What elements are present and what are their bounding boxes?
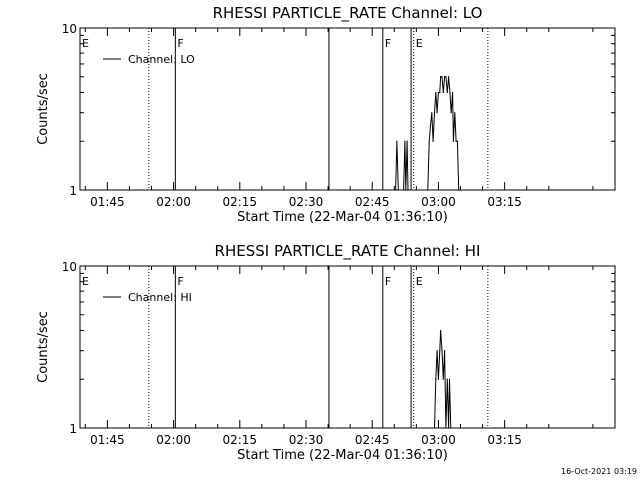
x-tick-label: 03:00 — [421, 433, 456, 447]
x-tick-label: 02:30 — [289, 195, 324, 209]
event-marker-label: E — [416, 37, 423, 50]
event-marker-label: E — [82, 275, 89, 288]
legend-label: Channel: LO — [128, 53, 195, 66]
data-point — [407, 189, 409, 191]
y-axis-label: Counts/sec — [36, 73, 51, 145]
data-point — [456, 140, 459, 142]
x-tick-label: 02:00 — [156, 433, 191, 447]
data-point — [450, 112, 452, 114]
event-marker-label: F — [177, 37, 183, 50]
chart-title: RHESSI PARTICLE_RATE Channel: HI — [215, 242, 481, 261]
chart-title: RHESSI PARTICLE_RATE Channel: LO — [213, 4, 483, 23]
y-tick-label: 10 — [62, 22, 77, 36]
data-point — [450, 427, 452, 429]
data-point — [440, 76, 442, 78]
data-point — [404, 140, 406, 142]
data-point — [437, 91, 440, 94]
x-axis-label: Start Time (22-Mar-04 01:36:10) — [237, 210, 448, 225]
data-point — [441, 350, 443, 352]
x-tick-label: 02:15 — [222, 433, 257, 447]
data-point — [432, 140, 434, 142]
data-point — [402, 189, 405, 191]
data-point — [439, 350, 441, 352]
legend-label: Channel: HI — [128, 291, 192, 304]
hi-channel-panel: RHESSI PARTICLE_RATE Channel: HI 01:45 02:… — [36, 242, 616, 463]
data-point — [448, 378, 451, 380]
y-tick-label: 1 — [69, 184, 77, 198]
data-point — [444, 76, 446, 78]
data-point — [451, 91, 454, 94]
data-point — [431, 112, 433, 114]
data-point — [435, 378, 437, 380]
data-point — [437, 378, 440, 380]
x-tick-label: 02:00 — [156, 195, 191, 209]
y-tick-label: 1 — [69, 422, 77, 436]
data-point — [429, 124, 432, 127]
data-point — [447, 76, 450, 78]
event-marker-label: F — [177, 275, 183, 288]
x-tick-label: 01:45 — [90, 195, 125, 209]
data-point — [452, 140, 455, 142]
data-point — [396, 140, 398, 142]
x-tick-label: 03:15 — [487, 433, 522, 447]
x-tick-label: 02:15 — [222, 195, 257, 209]
data-point — [445, 427, 447, 429]
data-point — [397, 189, 399, 191]
x-tick-label: 02:45 — [355, 433, 390, 447]
event-marker-label: E — [82, 37, 89, 50]
data-point — [441, 76, 443, 78]
x-tick-label: 03:15 — [487, 195, 522, 209]
event-marker-label: F — [385, 275, 391, 288]
data-point — [444, 350, 446, 352]
event-marker-label: E — [416, 275, 423, 288]
data-point — [442, 378, 444, 380]
generation-timestamp: 16-Oct-2021 03:19 — [561, 467, 637, 476]
event-marker-label: F — [385, 37, 391, 50]
data-point — [455, 140, 457, 142]
data-point — [433, 427, 436, 429]
data-point — [447, 427, 450, 429]
data-point — [446, 378, 448, 380]
data-point — [439, 91, 441, 94]
data-point — [427, 189, 429, 191]
data-point — [436, 350, 438, 352]
x-tick-label: 03:00 — [421, 195, 456, 209]
data-point — [454, 112, 456, 114]
data-point — [428, 140, 430, 142]
data-point — [458, 189, 460, 191]
x-tick-label: 02:45 — [355, 195, 390, 209]
data-point — [436, 112, 438, 114]
y-tick-label: 10 — [62, 260, 77, 274]
data-point — [405, 189, 407, 191]
data-point — [435, 91, 437, 94]
data-point — [395, 189, 397, 191]
data-point — [440, 329, 442, 332]
data-point — [446, 91, 448, 94]
x-axis-label: Start Time (22-Mar-04 01:36:10) — [237, 448, 448, 463]
x-tick-label: 02:30 — [289, 433, 324, 447]
y-axis-label: Counts/sec — [36, 311, 51, 383]
x-tick-label: 01:45 — [90, 433, 125, 447]
data-point — [406, 140, 408, 142]
data-point — [433, 112, 436, 114]
lo-channel-panel: RHESSI PARTICLE_RATE Channel: LO 01:45 02:… — [36, 4, 616, 225]
data-point — [445, 76, 447, 78]
series-line — [434, 330, 452, 429]
data-point — [449, 91, 451, 94]
data-point — [442, 91, 444, 94]
